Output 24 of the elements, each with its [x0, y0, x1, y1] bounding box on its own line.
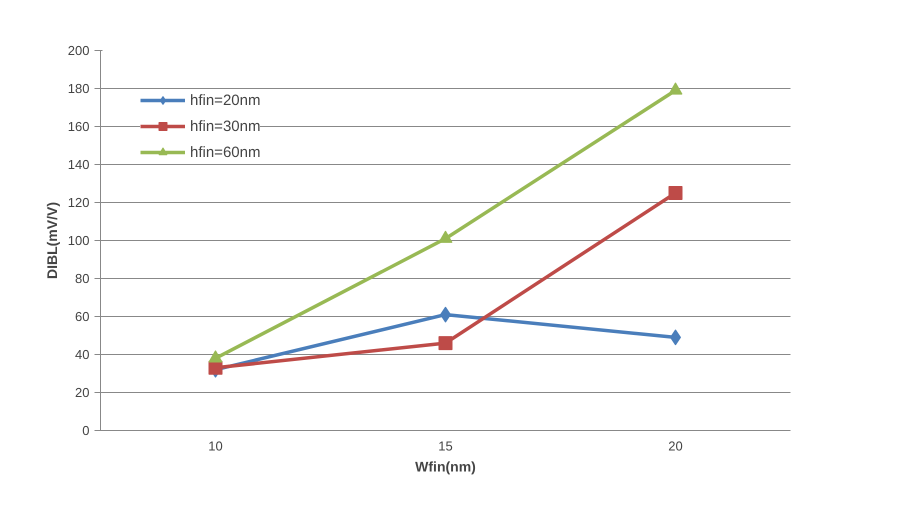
x-tick-label: 15 — [438, 438, 453, 454]
point — [208, 360, 222, 375]
legend-label: hfin=20nm — [190, 92, 260, 108]
point — [438, 230, 452, 243]
x-tick-label: 10 — [208, 438, 223, 454]
y-tick-label: 140 — [68, 157, 90, 172]
legend-label: hfin=60nm — [190, 144, 260, 160]
point — [668, 82, 682, 95]
point — [668, 186, 682, 200]
y-tick-label: 20 — [75, 385, 90, 400]
y-tick-label: 0 — [82, 423, 90, 438]
y-tick-label: 40 — [75, 347, 90, 362]
y-tick-label: 120 — [68, 195, 90, 210]
x-axis-title: Wfin(nm) — [415, 458, 476, 474]
y-tick-label: 160 — [68, 119, 90, 134]
y-tick-label: 60 — [75, 309, 90, 324]
y-tick-label: 100 — [68, 233, 90, 248]
y-tick-label: 200 — [68, 43, 90, 58]
y-tick-label: 80 — [75, 271, 90, 286]
legend-label: hfin=30nm — [190, 118, 260, 134]
y-tick-label: 180 — [68, 81, 90, 96]
y-axis-title: DIBL(mV/V) — [44, 202, 60, 279]
point — [438, 336, 452, 350]
x-tick-label: 20 — [668, 438, 683, 454]
